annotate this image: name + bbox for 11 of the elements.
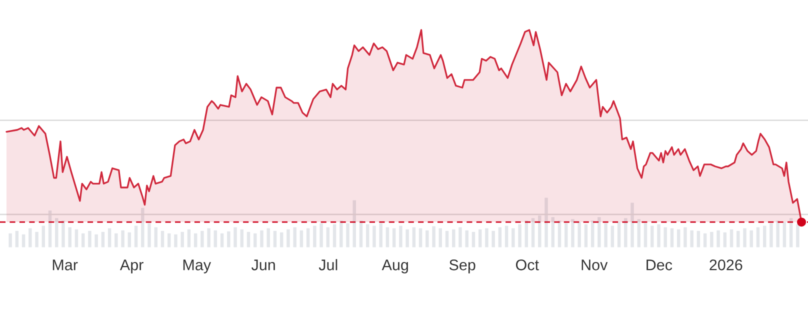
x-tick-label: Apr [120, 260, 144, 274]
x-tick-label: Jun [251, 260, 275, 270]
x-tick-label: Mar [52, 260, 78, 270]
x-tick-label: 2026 [710, 260, 742, 270]
x-tick-label: Sep [449, 260, 476, 274]
x-tick-label: Nov [582, 260, 608, 270]
x-tick-label: May [183, 260, 211, 274]
x-tick-label: Jul [318, 259, 338, 270]
x-tick-label: Oct [516, 260, 539, 270]
x-tick-label: Aug [382, 260, 408, 274]
x-tick-label: Dec [646, 260, 672, 270]
